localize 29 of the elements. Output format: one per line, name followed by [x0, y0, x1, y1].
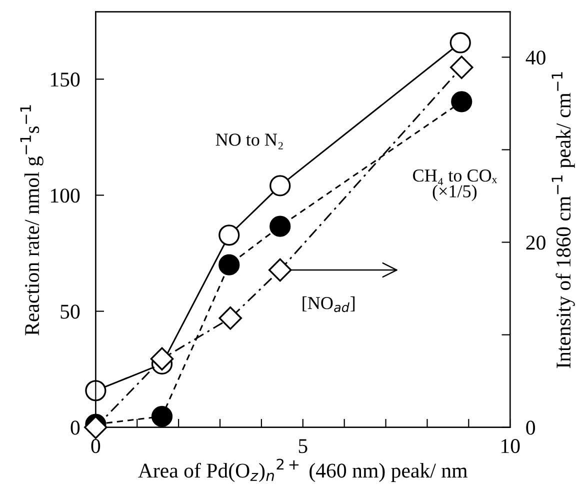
y-tick-label: 50 — [60, 304, 80, 319]
point — [270, 216, 291, 237]
point — [218, 254, 240, 276]
x-tick-label: 5 — [298, 439, 308, 454]
point — [218, 224, 240, 246]
point — [450, 32, 471, 54]
y2-axis-title: Intensity of 1860 cm$^{−1}$ peak/ cm$^{−1}$ — [552, 72, 575, 368]
point — [450, 56, 474, 80]
y-tick-label: 100 — [50, 188, 80, 203]
y-axis-title: Reaction rate/ nmol g$^{−1}$s$^{−1}$ — [20, 105, 44, 336]
point — [84, 416, 108, 439]
x-tick-label: 0 — [91, 439, 100, 454]
annotation: NO to N₂ — [216, 134, 283, 150]
point — [270, 175, 291, 196]
y-tick-label: 0 — [70, 420, 80, 435]
point — [218, 306, 242, 330]
annotation: [NO$_{ad}$] — [302, 296, 355, 312]
y2-tick-label: 40 — [526, 50, 546, 65]
y2-tick-label: 20 — [526, 236, 546, 250]
y2-tick-label: 0 — [526, 420, 536, 435]
annotation: CH₄ to COₓ (×1/5) — [413, 170, 498, 202]
point — [85, 380, 106, 402]
point — [150, 347, 174, 370]
x-tick-label: 10 — [502, 439, 520, 454]
point — [268, 258, 292, 282]
y-tick-label: 150 — [50, 72, 80, 87]
point — [451, 91, 472, 112]
x-axis-title: Area of Pd(O$_{z}$)$_{n}$$^{2+}$ (460 nm) peak/ nm — [138, 458, 468, 482]
point — [151, 406, 173, 427]
